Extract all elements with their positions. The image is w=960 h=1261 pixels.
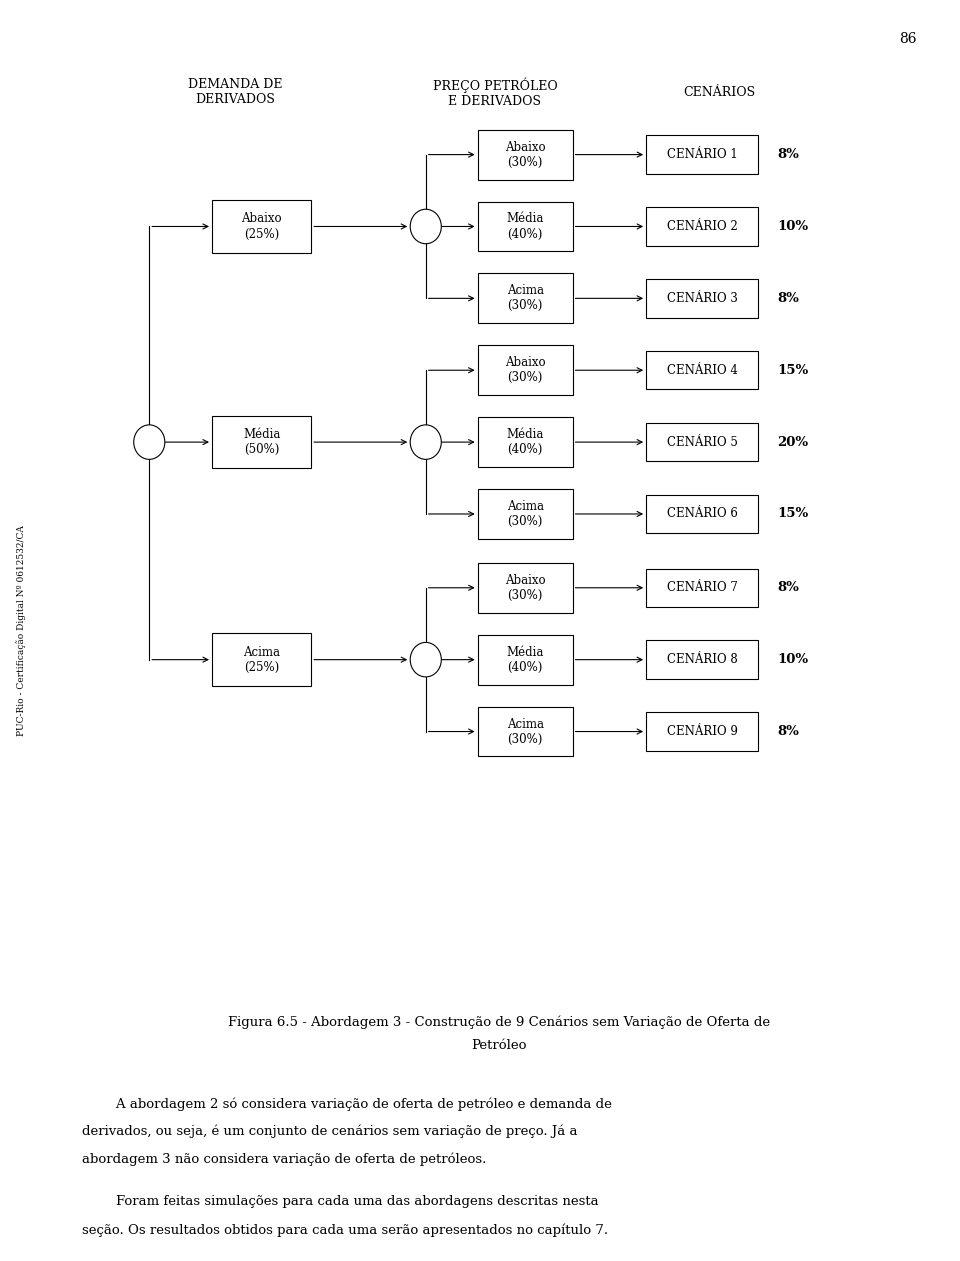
Text: derivados, ou seja, é um conjunto de cenários sem variação de preço. Já a: derivados, ou seja, é um conjunto de cen… (82, 1125, 577, 1139)
Text: Petróleo: Petróleo (471, 1039, 527, 1052)
Text: 15%: 15% (778, 507, 808, 521)
Text: Média
(50%): Média (50%) (243, 427, 280, 456)
FancyBboxPatch shape (646, 279, 758, 318)
FancyBboxPatch shape (477, 634, 572, 685)
FancyBboxPatch shape (646, 422, 758, 462)
FancyBboxPatch shape (477, 130, 572, 179)
Text: Média
(40%): Média (40%) (507, 427, 543, 456)
Text: CENÁRIO 9: CENÁRIO 9 (667, 725, 737, 738)
FancyBboxPatch shape (646, 569, 758, 607)
FancyBboxPatch shape (212, 200, 311, 252)
Text: PREÇO PETRÓLEO
E DERIVADOS: PREÇO PETRÓLEO E DERIVADOS (433, 77, 557, 107)
Text: Abaixo
(30%): Abaixo (30%) (505, 140, 545, 169)
Text: Acima
(30%): Acima (30%) (507, 499, 543, 528)
Text: abordagem 3 não considera variação de oferta de petróleos.: abordagem 3 não considera variação de of… (82, 1153, 486, 1166)
Text: 10%: 10% (778, 219, 808, 233)
Text: 8%: 8% (778, 291, 800, 305)
FancyBboxPatch shape (646, 494, 758, 533)
Text: CENÁRIO 5: CENÁRIO 5 (667, 435, 737, 449)
FancyBboxPatch shape (646, 207, 758, 246)
Text: CENÁRIO 8: CENÁRIO 8 (667, 653, 737, 666)
FancyBboxPatch shape (646, 351, 758, 390)
Circle shape (410, 209, 442, 243)
FancyBboxPatch shape (477, 417, 572, 467)
Text: Média
(40%): Média (40%) (507, 212, 543, 241)
Text: Acima
(25%): Acima (25%) (243, 646, 280, 673)
FancyBboxPatch shape (477, 562, 572, 613)
Circle shape (410, 425, 442, 459)
Text: 86: 86 (900, 32, 917, 45)
Text: CENÁRIO 7: CENÁRIO 7 (667, 581, 737, 594)
FancyBboxPatch shape (477, 346, 572, 395)
Text: Abaixo
(30%): Abaixo (30%) (505, 574, 545, 601)
Text: 10%: 10% (778, 653, 808, 666)
Text: seção. Os resultados obtidos para cada uma serão apresentados no capítulo 7.: seção. Os resultados obtidos para cada u… (82, 1223, 608, 1237)
Circle shape (133, 425, 165, 459)
Text: Abaixo
(25%): Abaixo (25%) (241, 212, 282, 241)
FancyBboxPatch shape (646, 641, 758, 678)
Text: CENÁRIO 3: CENÁRIO 3 (667, 291, 737, 305)
Text: 15%: 15% (778, 363, 808, 377)
Text: Média
(40%): Média (40%) (507, 646, 543, 673)
Text: CENÁRIO 2: CENÁRIO 2 (667, 219, 737, 233)
Text: Acima
(30%): Acima (30%) (507, 284, 543, 313)
FancyBboxPatch shape (477, 274, 572, 323)
Text: 8%: 8% (778, 581, 800, 594)
FancyBboxPatch shape (212, 416, 311, 469)
Text: CENÁRIO 6: CENÁRIO 6 (667, 507, 737, 521)
Text: Acima
(30%): Acima (30%) (507, 718, 543, 745)
Text: 20%: 20% (778, 435, 808, 449)
FancyBboxPatch shape (646, 135, 758, 174)
FancyBboxPatch shape (477, 489, 572, 538)
Text: DEMANDA DE
DERIVADOS: DEMANDA DE DERIVADOS (188, 78, 283, 106)
Circle shape (410, 642, 442, 677)
Text: CENÁRIO 4: CENÁRIO 4 (667, 363, 737, 377)
Text: Foram feitas simulações para cada uma das abordagens descritas nesta: Foram feitas simulações para cada uma da… (82, 1195, 598, 1208)
Text: PUC-Rio - Certificação Digital Nº 0612532/CA: PUC-Rio - Certificação Digital Nº 061253… (16, 525, 26, 736)
Text: Abaixo
(30%): Abaixo (30%) (505, 356, 545, 385)
Text: CENÁRIOS: CENÁRIOS (684, 86, 756, 98)
FancyBboxPatch shape (212, 633, 311, 686)
FancyBboxPatch shape (477, 706, 572, 757)
Text: A abordagem 2 só considera variação de oferta de petróleo e demanda de: A abordagem 2 só considera variação de o… (82, 1097, 612, 1111)
Text: Figura 6.5 - Abordagem 3 - Construção de 9 Cenários sem Variação de Oferta de: Figura 6.5 - Abordagem 3 - Construção de… (228, 1015, 770, 1029)
Text: CENÁRIO 1: CENÁRIO 1 (667, 148, 737, 161)
FancyBboxPatch shape (477, 202, 572, 251)
Text: 8%: 8% (778, 725, 800, 738)
FancyBboxPatch shape (646, 712, 758, 750)
Text: 8%: 8% (778, 148, 800, 161)
